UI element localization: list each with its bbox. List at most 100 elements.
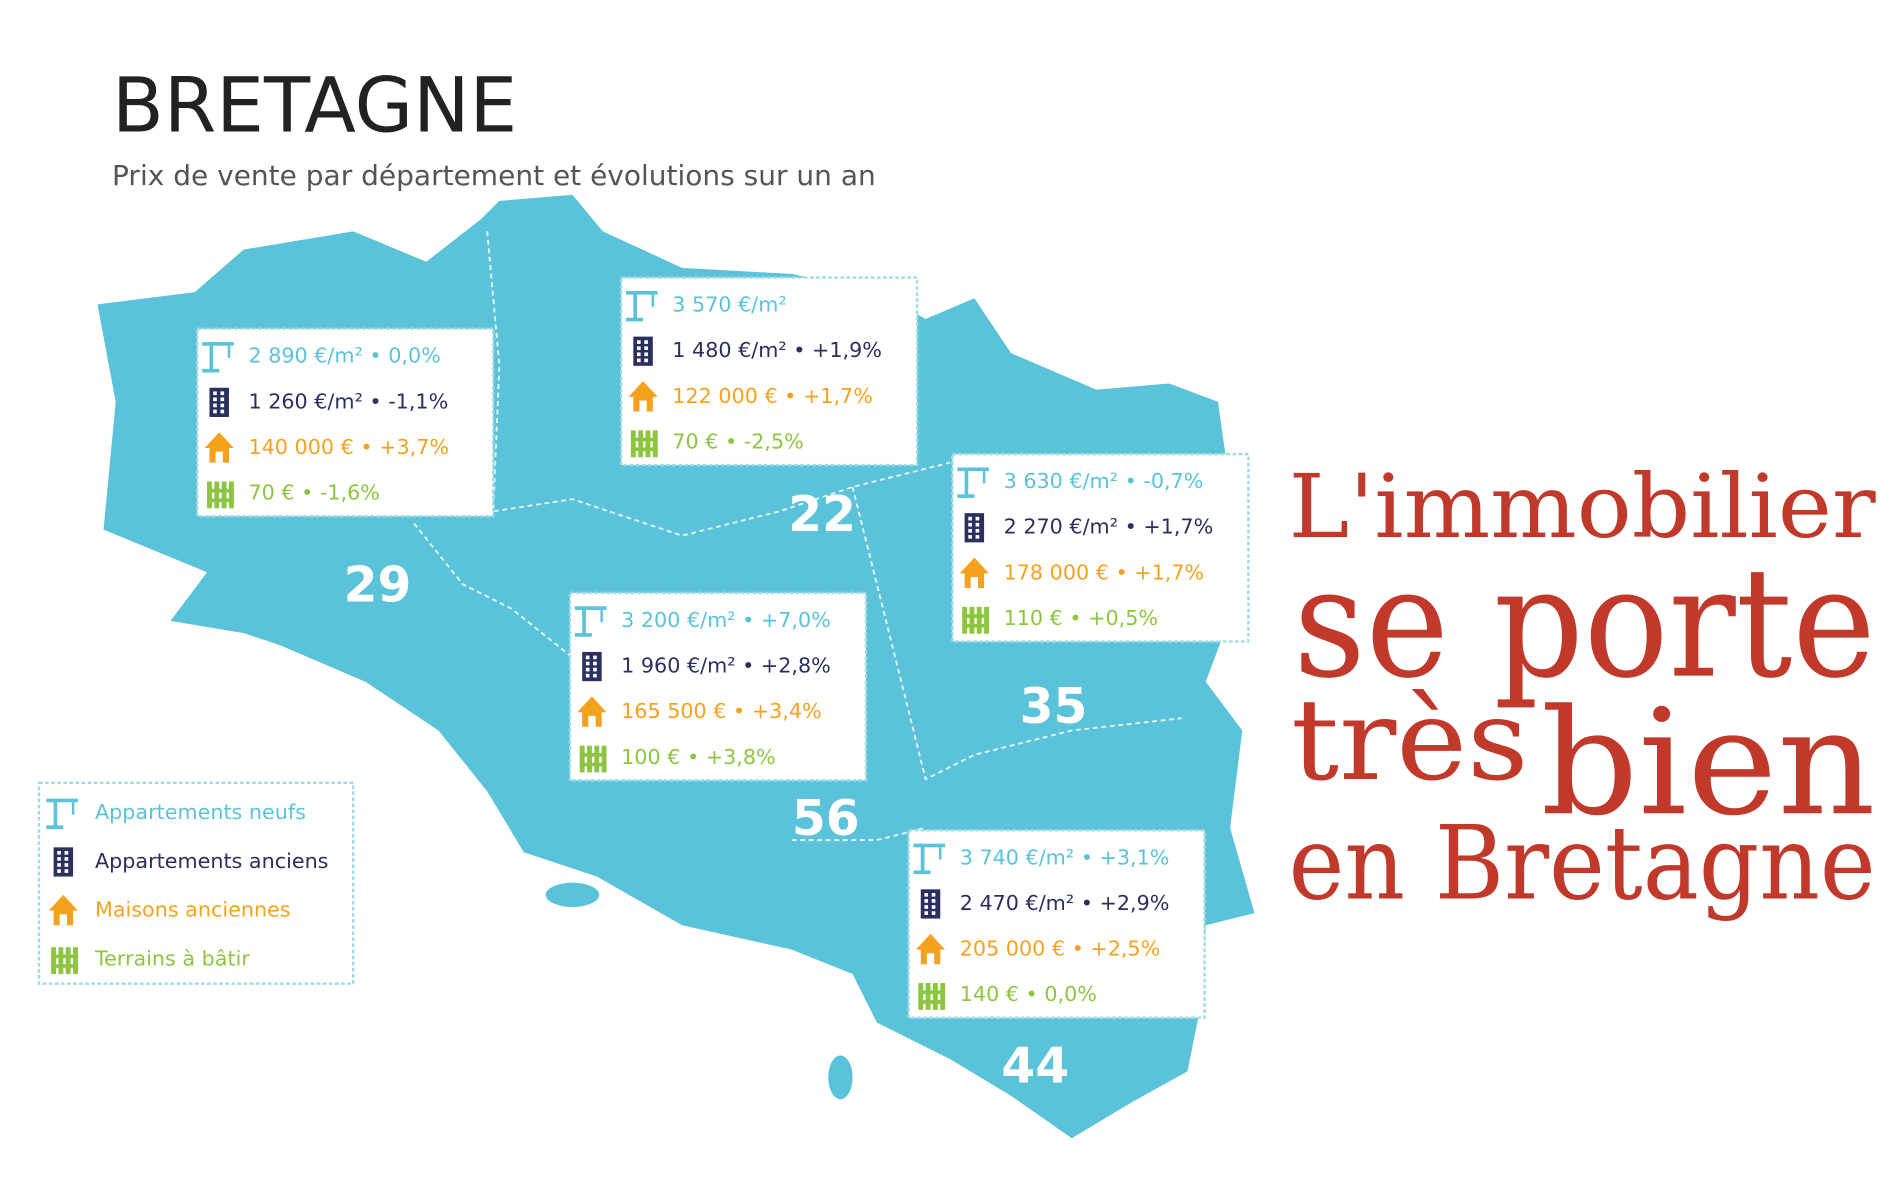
fence (579, 745, 585, 773)
price-line: 3 200 €/m² • +7,0% (621, 608, 831, 632)
window (220, 409, 225, 414)
house (628, 381, 658, 412)
crane (53, 798, 58, 828)
door (215, 451, 223, 463)
window (213, 403, 217, 408)
icon (630, 430, 658, 458)
window (931, 905, 936, 909)
headline-line: très (1291, 676, 1529, 806)
window (931, 911, 936, 915)
icon (577, 696, 607, 727)
icon (202, 342, 234, 373)
price-line: 140 € • 0,0% (960, 982, 1097, 1006)
info-box (568, 591, 868, 782)
fence (932, 983, 938, 1010)
window (593, 661, 597, 666)
window (975, 516, 980, 521)
window (585, 661, 590, 666)
window (64, 850, 69, 855)
legend-label: Maisons anciennes (95, 898, 291, 922)
crane (913, 843, 946, 848)
price-line: 178 000 € • +1,7% (1004, 560, 1205, 584)
fence (51, 954, 78, 959)
price-line: 3 740 €/m² • +3,1% (960, 845, 1170, 869)
fence (58, 947, 64, 974)
window (968, 516, 972, 521)
fence (65, 947, 71, 974)
window (968, 522, 972, 527)
crane (600, 609, 603, 623)
building (633, 336, 653, 366)
headline-line: L'immobilier (1289, 456, 1876, 558)
window (636, 346, 641, 351)
fence (940, 983, 946, 1010)
icon (46, 798, 78, 830)
building (920, 889, 941, 919)
fence (51, 947, 57, 974)
department-code: 44 (1001, 1038, 1069, 1094)
info-box (196, 327, 495, 518)
crane (209, 342, 214, 372)
house (48, 894, 78, 926)
legend-label: Appartements neufs (95, 800, 306, 824)
window (585, 655, 590, 660)
window (968, 528, 972, 533)
department-border (486, 231, 951, 537)
fence (207, 498, 234, 503)
headline-line: bien (1541, 678, 1876, 848)
fence (925, 983, 931, 1010)
crane (964, 467, 969, 497)
icon (964, 513, 985, 543)
department-code: 35 (1020, 679, 1088, 735)
window (213, 397, 217, 402)
icon (959, 557, 989, 589)
icon (626, 290, 658, 322)
window (968, 535, 972, 539)
fence (594, 745, 600, 773)
fence (214, 481, 220, 509)
window (931, 899, 936, 903)
crane (202, 368, 220, 373)
door (59, 914, 67, 926)
fence (579, 752, 607, 757)
window (924, 899, 929, 903)
window (593, 655, 597, 660)
price-line: 140 000 € • +3,7% (248, 435, 449, 459)
price-line: 1 960 €/m² • +2,8% (621, 654, 831, 678)
house (959, 557, 989, 589)
icon (51, 947, 78, 974)
window (975, 535, 980, 539)
window (975, 528, 980, 533)
price-line: 2 470 €/m² • +2,9% (960, 891, 1170, 915)
window (64, 857, 69, 861)
crane (982, 471, 986, 484)
info-box (951, 452, 1250, 643)
crane (626, 290, 658, 295)
legend-box (37, 781, 355, 985)
fence (918, 983, 924, 1010)
fence (207, 481, 212, 509)
window (585, 673, 590, 678)
fence (630, 447, 658, 452)
price-line: 3 570 €/m² (672, 293, 786, 317)
department-border (851, 486, 1182, 781)
price-line: 122 000 € • +1,7% (672, 384, 873, 408)
crane (939, 847, 942, 860)
department-code: 22 (788, 487, 856, 543)
window (931, 892, 936, 897)
icon (209, 387, 229, 417)
icon (920, 889, 941, 919)
fence (228, 481, 234, 509)
fence (587, 745, 592, 773)
icon (48, 894, 78, 926)
window (644, 352, 648, 357)
price-line: 110 € • +0,5% (1004, 606, 1159, 630)
headline-line: en Bretagne (1289, 804, 1876, 923)
fence (51, 964, 78, 968)
fence (976, 606, 982, 634)
icon (579, 745, 607, 773)
building (582, 651, 602, 682)
door (639, 400, 647, 412)
window (924, 905, 929, 909)
